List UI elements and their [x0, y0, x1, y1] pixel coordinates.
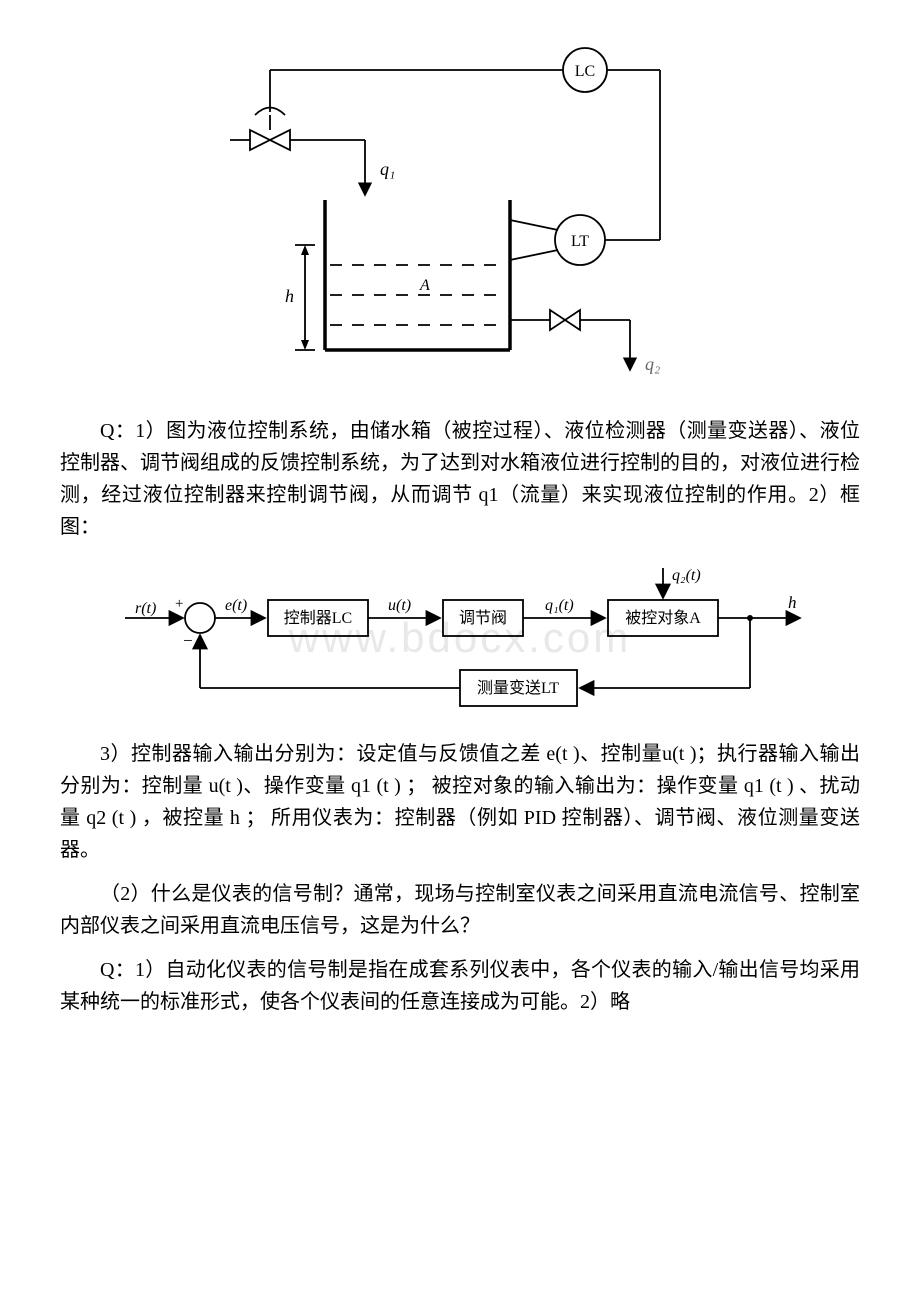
paragraph-q1: Q：1）图为液位控制系统，由储水箱（被控过程）、液位检测器（测量变送器）、液位控… — [60, 415, 860, 543]
figure1-container: LC q₁ A h LT — [60, 40, 860, 395]
sum-plus: + — [175, 596, 183, 612]
signal-q1: q₁(t) — [545, 597, 574, 614]
controller-label: 控制器LC — [284, 609, 352, 627]
signal-r: r(t) — [135, 600, 156, 617]
sum-minus: − — [183, 631, 193, 650]
paragraph-answer2: Q：1）自动化仪表的信号制是指在成套系列仪表中，各个仪表的输入/输出信号均采用某… — [60, 954, 860, 1018]
valve-label: 调节阀 — [459, 609, 507, 627]
paragraph-3: 3）控制器输入输出分别为：设定值与反馈值之差 e(t )、控制量u(t )；执行… — [60, 738, 860, 866]
paragraph-question2: （2）什么是仪表的信号制？通常，现场与控制室仪表之间采用直流电流信号、控制室内部… — [60, 878, 860, 942]
lt-label: LT — [571, 233, 589, 250]
lc-label: LC — [575, 63, 595, 80]
figure1-pid-diagram: LC q₁ A h LT — [210, 40, 710, 395]
sensor-label: 测量变送LT — [477, 679, 559, 697]
control-valve — [250, 130, 290, 150]
outlet-valve — [550, 310, 580, 330]
figure2-block-diagram: r(t) + − e(t) 控制器LC u(t) 调节阀 q₁(t) 被控对象A… — [110, 558, 810, 718]
q1-label: q₁ — [380, 159, 395, 179]
signal-u: u(t) — [388, 597, 411, 614]
plant-label: 被控对象A — [625, 609, 701, 627]
signal-q2: q₂(t) — [672, 567, 701, 584]
A-label: A — [419, 277, 430, 294]
figure2-container: www.bdocx.com r(t) + − e(t) 控制器LC u(t) 调… — [60, 558, 860, 718]
h-label: h — [285, 286, 294, 306]
signal-e: e(t) — [225, 597, 247, 614]
signal-h: h — [788, 593, 797, 612]
summing-junction — [185, 603, 215, 633]
q2-label: q₂ — [645, 354, 660, 374]
